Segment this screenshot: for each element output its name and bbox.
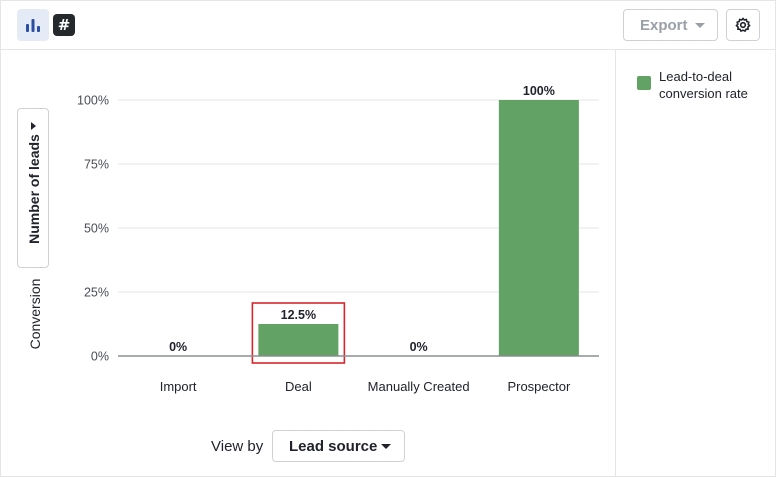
settings-button[interactable] bbox=[726, 9, 760, 41]
x-tick-label: Prospector bbox=[507, 379, 571, 394]
x-tick-label: Import bbox=[160, 379, 197, 394]
y-tick-label: 75% bbox=[84, 158, 109, 172]
view-by-select[interactable]: Lead source bbox=[272, 430, 405, 462]
legend-panel: Lead-to-deal conversion rate bbox=[615, 50, 776, 477]
bar bbox=[258, 324, 339, 356]
data-label: 0% bbox=[169, 340, 187, 354]
y-axis-selector[interactable]: Number of leads bbox=[17, 108, 49, 268]
legend-swatch bbox=[637, 76, 651, 90]
legend-label: Lead-to-deal conversion rate bbox=[659, 69, 748, 101]
x-tick-label: Deal bbox=[285, 379, 312, 394]
view-by-value: Lead source bbox=[289, 437, 378, 455]
bar-chart-icon bbox=[26, 19, 40, 32]
chevron-down-icon bbox=[695, 23, 705, 28]
highlight-box bbox=[251, 302, 346, 364]
hash-icon: # bbox=[53, 14, 75, 36]
bar bbox=[498, 100, 579, 356]
bar-chart: 0% 25% 50% 75% 100% 0% Import 12.5% Deal 0% Manual… bbox=[77, 84, 599, 394]
chart-view-button[interactable] bbox=[17, 9, 49, 41]
caret-right-icon bbox=[31, 122, 36, 130]
y-tick-label: 25% bbox=[84, 286, 109, 300]
export-label: Export bbox=[640, 16, 688, 34]
table-view-button[interactable]: # bbox=[48, 9, 80, 41]
y-tick-label: 100% bbox=[77, 94, 109, 108]
data-label: 0% bbox=[410, 340, 428, 354]
data-label: 100% bbox=[523, 84, 555, 98]
view-by-label: View by bbox=[211, 438, 264, 455]
y-tick-label: 50% bbox=[84, 222, 109, 236]
x-tick-label: Manually Created bbox=[368, 379, 470, 394]
data-label: 12.5% bbox=[281, 308, 316, 322]
y-tick-label: 0% bbox=[91, 350, 109, 364]
export-button[interactable]: Export bbox=[623, 9, 718, 41]
toolbar: # Export bbox=[0, 0, 776, 50]
chevron-down-icon bbox=[381, 444, 391, 449]
gear-icon bbox=[735, 17, 751, 33]
